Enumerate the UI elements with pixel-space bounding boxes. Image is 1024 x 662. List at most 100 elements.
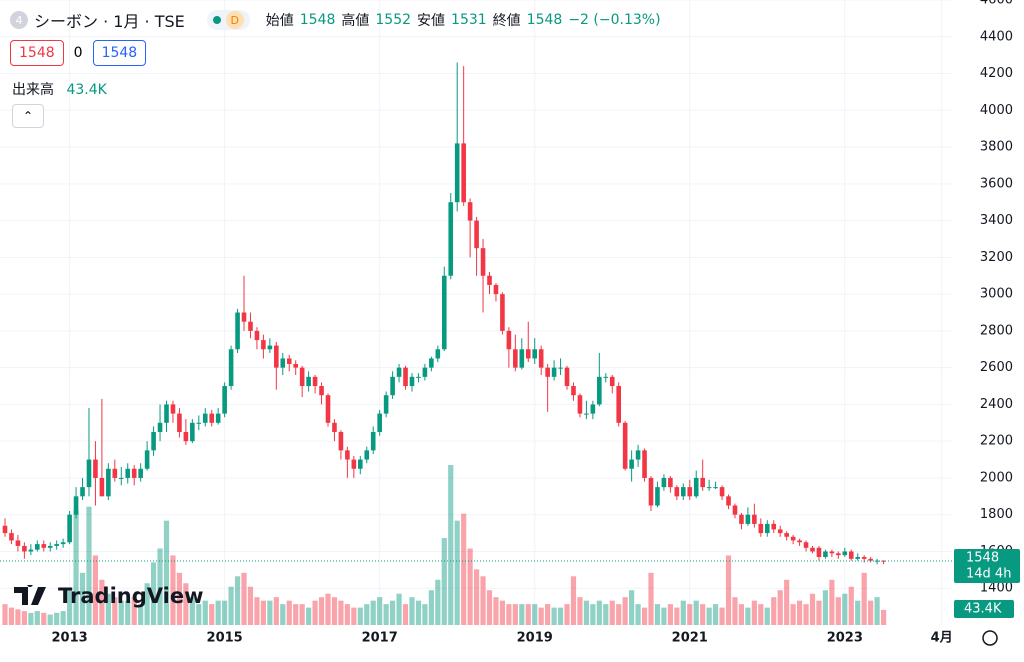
candle-body [661,477,667,488]
high-value: 1552 [375,12,412,28]
x-tick-label: 2021 [672,631,708,646]
volume-bar [92,555,99,625]
candle-body [538,349,544,368]
volume-bar [796,600,803,625]
y-tick-label: 1800 [980,507,1013,522]
volume-bar [415,600,422,625]
volume-bar [306,607,312,625]
open-label: 始値 [265,13,294,29]
volume-bar [67,590,73,625]
candle-body [409,376,415,387]
settings-icon[interactable] [982,630,998,646]
candle-body [118,477,124,479]
y-tick-label: 1400 [980,581,1013,596]
logo-icon [14,585,46,605]
candle-body [848,551,854,559]
volume-bar [583,600,589,625]
volume-bar [525,604,531,625]
candle-body [131,468,137,478]
volume-bar [829,579,835,625]
volume-bar [538,607,544,625]
candle-body [674,487,680,497]
symbol[interactable]: シーボン · 1月 · TSE [34,12,185,31]
candle-body [364,450,370,460]
candle-body [370,431,376,451]
volume-bar [215,600,221,625]
candle-body [377,413,382,432]
candle-body [823,551,828,557]
volume-bar [855,600,861,625]
candle-body [196,422,202,424]
volume-bar [835,597,841,625]
volume-bar [680,600,686,625]
collapse-button[interactable]: ⌃ [12,104,44,128]
candle-body [299,367,305,387]
candle-body [312,376,318,387]
y-tick-label: 2600 [980,360,1013,375]
volume-bar [842,593,848,625]
volume-bar [499,600,506,625]
volume-bar [383,604,389,625]
candle-body [112,468,118,478]
candle-body [67,514,72,543]
volume-bar [202,600,208,625]
candle-body [648,477,654,506]
candle-body [726,496,731,506]
close-value: 1548 [526,12,563,28]
status-pill[interactable]: D [206,10,250,30]
y-tick-label: 4600 [980,0,1013,8]
volume-bar [461,513,467,625]
volume-bar [473,569,480,625]
candle-body [764,523,770,534]
candle-body [732,505,738,515]
volume-bar [448,465,454,625]
candle-body [700,477,705,488]
volume-bar [286,600,292,625]
volume-bar [15,609,21,625]
candle-body [80,487,85,497]
candle-body [797,540,802,543]
high-label: 高値 [341,13,370,29]
candle-body [358,459,363,469]
volume-bar [641,607,648,625]
volume-bar [325,593,331,625]
volume-bar [54,612,60,625]
candle-body [590,404,596,414]
candle-body [493,284,499,295]
volume-bar [144,583,150,625]
candle-body [454,143,460,203]
low-label: 安値 [417,13,446,29]
volume-bar [532,604,538,625]
candle-body [222,386,227,414]
y-tick-label: 3800 [980,140,1013,155]
candle-body [170,404,176,414]
volume-bar [138,604,144,625]
candle-body [525,349,531,359]
buy-button[interactable]: 1548 [92,40,147,66]
volume-bar [273,597,279,625]
volume-bar [764,607,770,625]
volume-bar [648,572,654,625]
volume-bar [809,593,816,625]
volume-bar [228,586,234,625]
candle-body [635,450,641,460]
volume-bar [176,572,183,625]
volume-bar [34,611,40,625]
volume-bar [8,607,15,625]
volume-bar [377,597,383,625]
volume-bar [260,600,266,625]
volume-bar [105,593,111,625]
volume-bar [189,597,195,625]
volume-bar [402,604,409,625]
sell-button[interactable]: 1548 [10,40,64,66]
logo-text: TradingView [58,584,204,608]
volume-bar [99,579,105,625]
volume-bar [725,555,732,625]
volume-bar [422,604,428,625]
candle-body [15,540,21,546]
candle-body [532,349,538,359]
volume-bar [2,604,8,625]
volume-bar [390,600,396,625]
volume-bar [557,607,564,625]
